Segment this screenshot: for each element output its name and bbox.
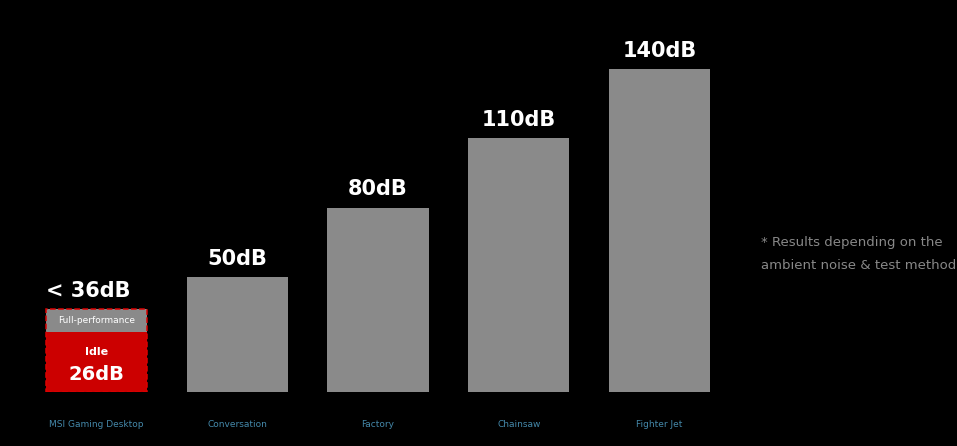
- Text: Chainsaw: Chainsaw: [497, 420, 541, 429]
- Text: Idle: Idle: [85, 347, 108, 357]
- Bar: [46, 309, 147, 392]
- Text: Factory: Factory: [362, 420, 394, 429]
- Text: MSI Gaming Desktop: MSI Gaming Desktop: [50, 420, 144, 429]
- Bar: [46, 309, 147, 392]
- Text: 80dB: 80dB: [348, 179, 408, 199]
- Text: Full-performance: Full-performance: [58, 316, 135, 325]
- Text: 26dB: 26dB: [69, 365, 124, 384]
- Bar: [187, 277, 288, 392]
- Text: 140dB: 140dB: [622, 41, 697, 61]
- Text: Fighter Jet: Fighter Jet: [636, 420, 682, 429]
- Bar: [468, 138, 569, 392]
- Text: * Results depending on the
ambient noise & test method: * Results depending on the ambient noise…: [761, 236, 956, 272]
- Text: Conversation: Conversation: [208, 420, 267, 429]
- Text: 110dB: 110dB: [481, 110, 556, 130]
- Text: < 36dB: < 36dB: [46, 281, 130, 301]
- Bar: [609, 69, 710, 392]
- Bar: [327, 207, 429, 392]
- Text: 50dB: 50dB: [208, 249, 267, 269]
- Bar: [46, 332, 147, 392]
